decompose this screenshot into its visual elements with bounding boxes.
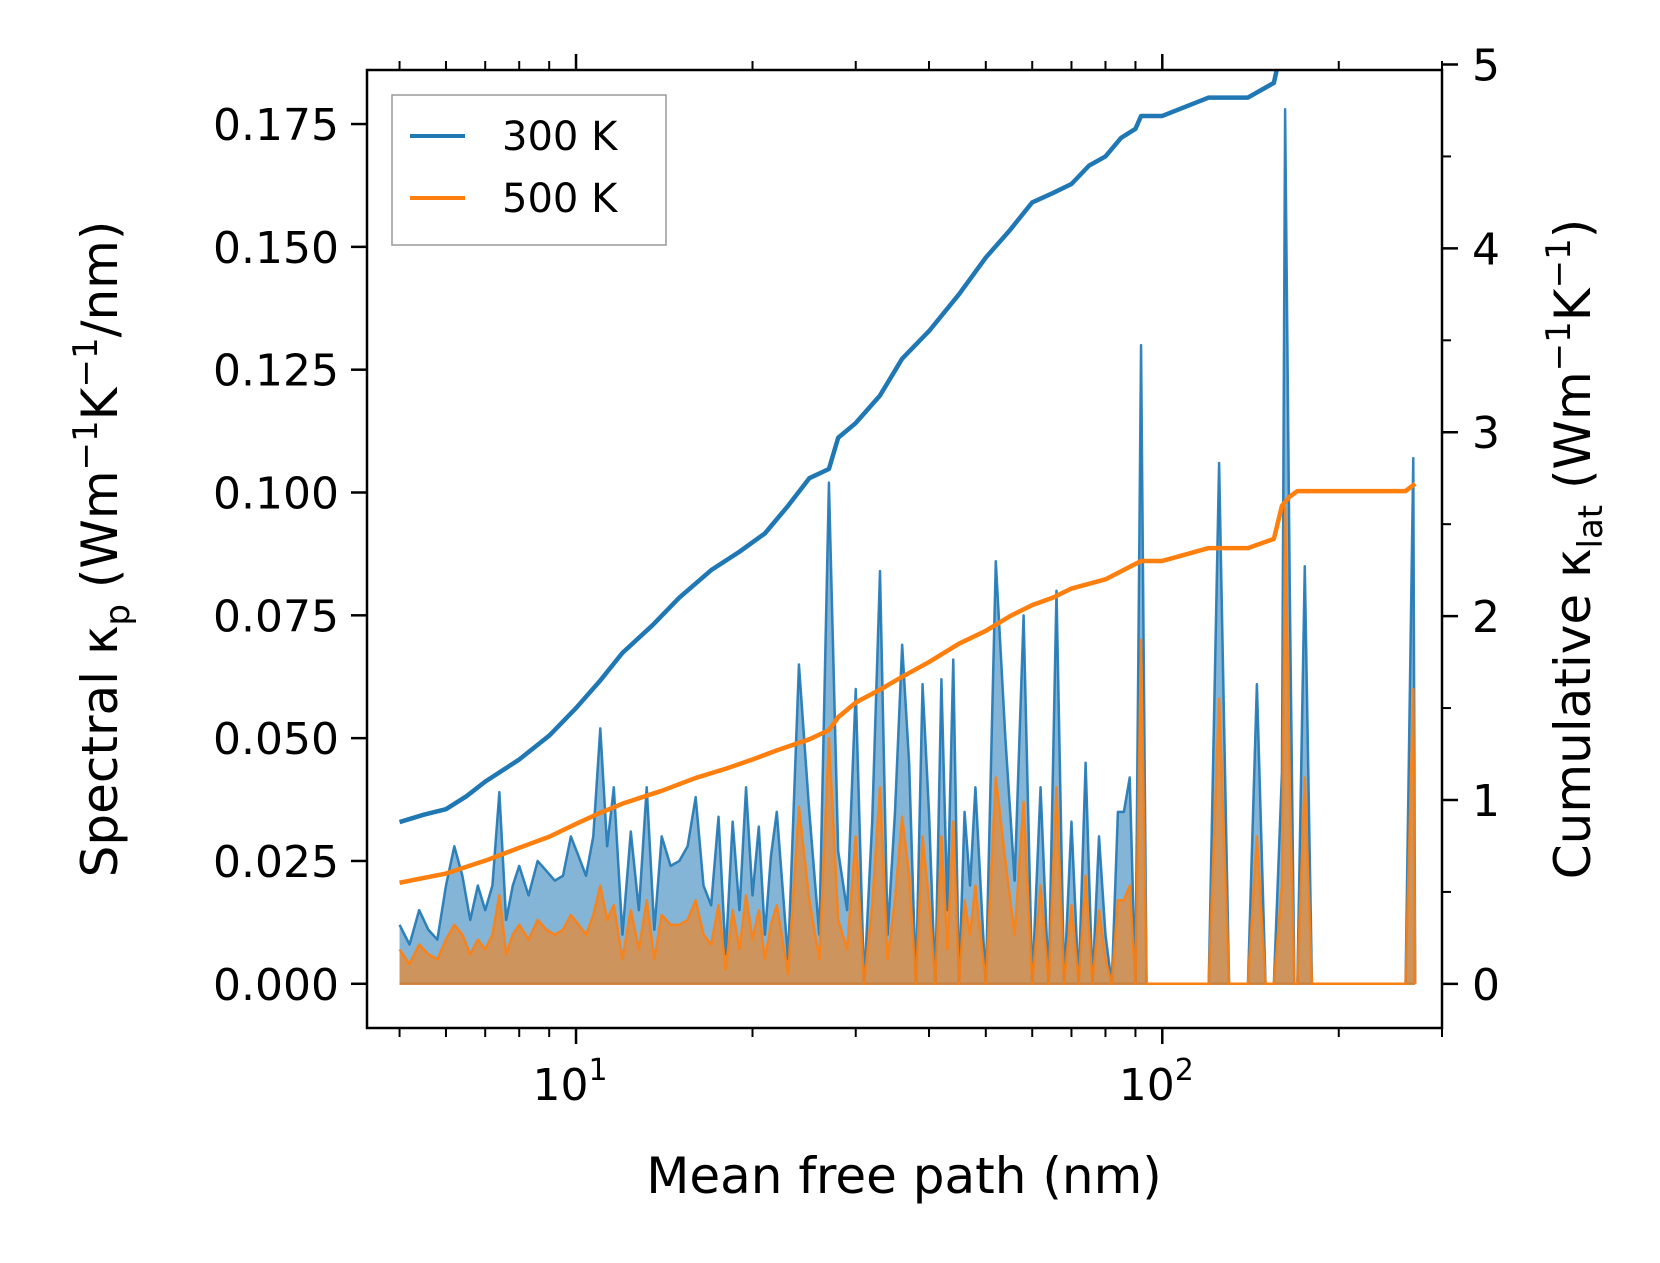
right-tick-label: 4	[1472, 224, 1500, 275]
right-axis-label-sup1: −1	[1539, 321, 1579, 371]
left-axis-label-sub: p	[98, 604, 138, 626]
right-tick-label: 2	[1472, 592, 1500, 643]
x-tick-label-exponent: 1	[588, 1053, 607, 1088]
axis-ticks	[351, 54, 1458, 1044]
x-tick-label: 101	[532, 1053, 607, 1111]
cumulative-line-500k	[399, 481, 1417, 885]
right-axis-label-end: )	[1544, 219, 1602, 239]
left-axis-label-sup1: −1	[66, 420, 106, 470]
spectral-fills	[399, 109, 1416, 984]
right-tick-label: 1	[1472, 776, 1500, 827]
right-axis-label-sup2: −1	[1539, 238, 1579, 288]
left-tick-label: 0.125	[213, 346, 339, 397]
right-axis-label-text: Cumulative κ	[1544, 548, 1602, 879]
legend-label-500k: 500 K	[502, 176, 619, 222]
right-tick-label: 0	[1472, 960, 1500, 1011]
axis-tick-labels: 0.000 0.025 0.050 0.075 0.100 0.125 0.150 0.175…	[213, 40, 1500, 1111]
right-axis-label-sub: lat	[1571, 505, 1611, 549]
x-tick-label-exponent: 2	[1175, 1053, 1194, 1088]
spectral-lines	[398, 108, 1417, 986]
right-axis-label-units: (Wm	[1544, 371, 1602, 505]
right-axis-label: Cumulative κlat (Wm−1K−1)	[1539, 219, 1611, 879]
legend-label-300k: 300 K	[502, 114, 619, 160]
cumulative-lines	[398, 70, 1417, 885]
left-axis-label-k: K	[71, 386, 129, 420]
legend-box	[391, 94, 667, 246]
right-tick-label: 3	[1472, 408, 1500, 459]
left-axis-label: Spectral κp (Wm−1K−1/nm)	[66, 221, 138, 878]
left-tick-label: 0.075	[213, 591, 339, 642]
left-tick-label: 0.050	[213, 714, 339, 765]
spectral-fill-500k	[399, 507, 1416, 984]
left-tick-label: 0.150	[213, 223, 339, 274]
right-tick-label: 5	[1472, 40, 1500, 91]
legend: 300 K 500 K	[391, 94, 667, 246]
x-tick-label-base: 10	[532, 1060, 588, 1111]
x-tick-label: 102	[1119, 1053, 1194, 1111]
cumulative-line-300k	[398, 70, 1280, 825]
left-axis-label-sup2: −1	[66, 337, 106, 387]
left-axis-label-units: (Wm	[71, 470, 129, 604]
right-axis-label-k: K	[1544, 287, 1602, 321]
left-tick-label: 0.025	[213, 837, 339, 888]
x-tick-label-base: 10	[1119, 1060, 1175, 1111]
x-axis-label: Mean free path (nm)	[646, 1147, 1162, 1205]
left-axis-label-text: Spectral κ	[71, 626, 129, 878]
left-axis-label-end: /nm)	[71, 221, 129, 338]
left-tick-label: 0.175	[213, 100, 339, 151]
left-tick-label: 0.000	[213, 960, 339, 1011]
plot-frame	[365, 68, 1444, 1030]
left-tick-label: 0.100	[213, 469, 339, 520]
spectral-fill-300k	[399, 109, 1416, 984]
